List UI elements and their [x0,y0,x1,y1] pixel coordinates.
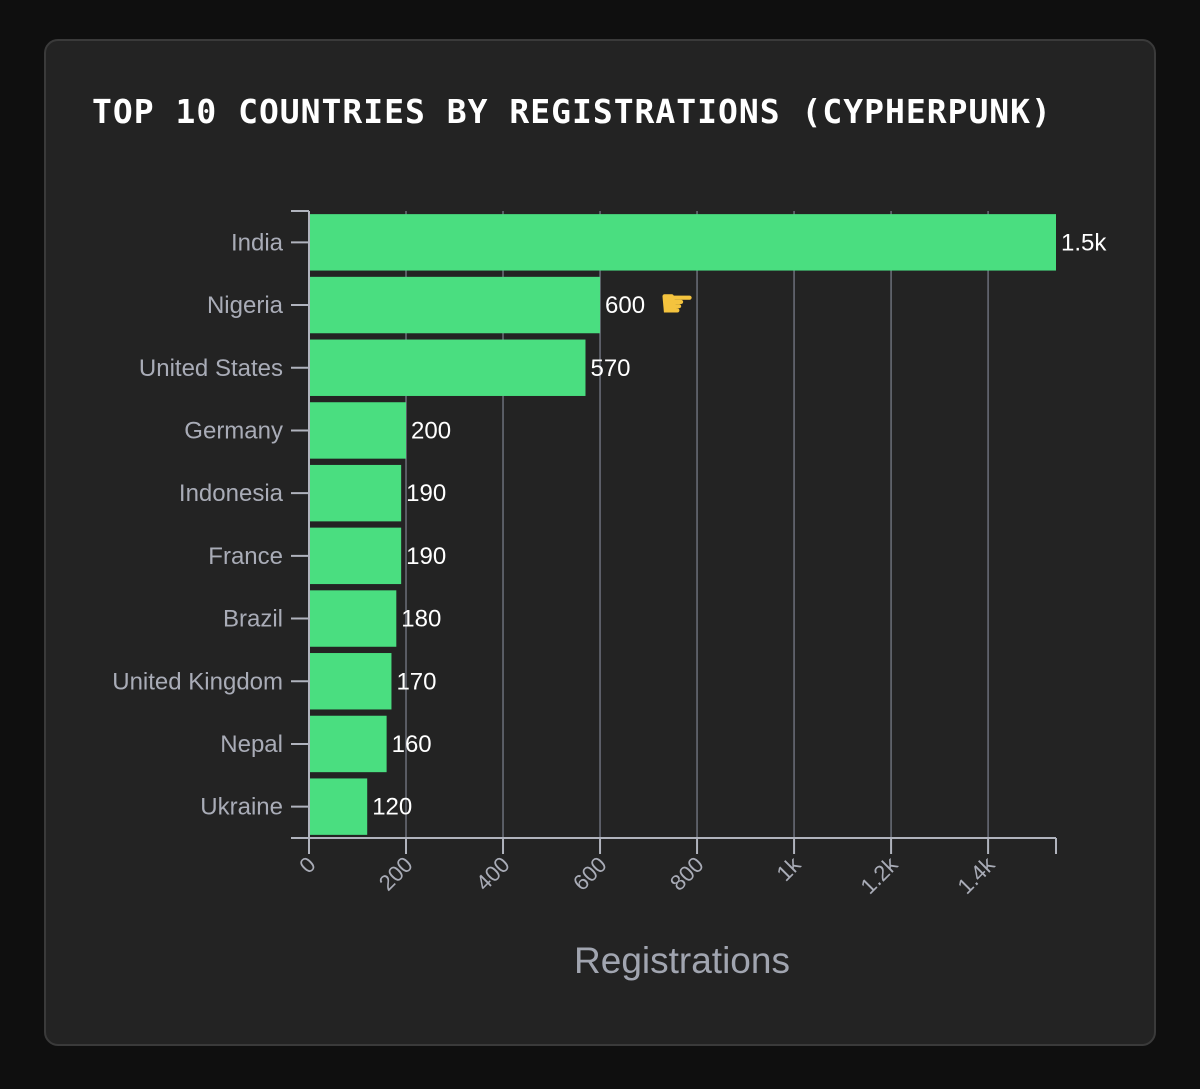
data-label: 170 [396,668,436,695]
pointing-hand-icon: ☛ [659,281,695,327]
data-label: 570 [590,355,630,382]
y-tick-label: Nigeria [207,292,284,319]
bar-united-states [309,339,586,396]
x-tick-label: 0 [294,852,320,878]
data-label: 1.5k [1061,229,1107,256]
y-tick-label: India [231,229,284,256]
x-axis-title: Registrations [574,940,790,981]
y-tick-label: France [208,543,283,570]
bar-united-kingdom [309,653,392,710]
chart-title: TOP 10 COUNTRIES BY REGISTRATIONS (CYPHE… [92,92,1052,131]
x-tick-label: 200 [374,852,418,896]
y-tick-label: Indonesia [179,480,284,507]
data-label: 180 [401,606,441,633]
bar-india [309,214,1056,271]
bar-nepal [309,715,387,773]
x-tick-label: 400 [471,852,515,896]
y-tick-label: Ukraine [200,794,283,821]
bar-indonesia [309,464,402,522]
y-tick-label: Germany [184,417,283,444]
y-tick-label: Nepal [220,731,283,758]
x-tick-label: 1.4k [953,851,1001,899]
bar-france [309,527,402,585]
x-tick-label: 800 [665,852,709,896]
data-label: 190 [406,480,446,507]
data-label: 190 [406,543,446,570]
x-tick-label: 600 [568,852,612,896]
data-label: 120 [372,794,412,821]
y-tick-label: United Kingdom [112,668,283,695]
axes [291,210,1057,854]
data-label: 160 [392,731,432,758]
data-label: 600 [605,292,645,319]
x-tick-label: 1.2k [856,851,904,899]
bar-brazil [309,590,397,647]
bar-ukraine [309,778,368,835]
labels: 1.5k India 600 ☛ Nigeria 570 United States 200 G… [112,229,1107,899]
bar-nigeria [309,276,601,334]
y-tick-label: Brazil [223,606,283,633]
bars [309,214,1056,835]
data-label: 200 [411,417,451,444]
y-tick-label: United States [139,355,283,382]
bar-germany [309,402,407,459]
x-tick-label: 1k [771,851,806,886]
